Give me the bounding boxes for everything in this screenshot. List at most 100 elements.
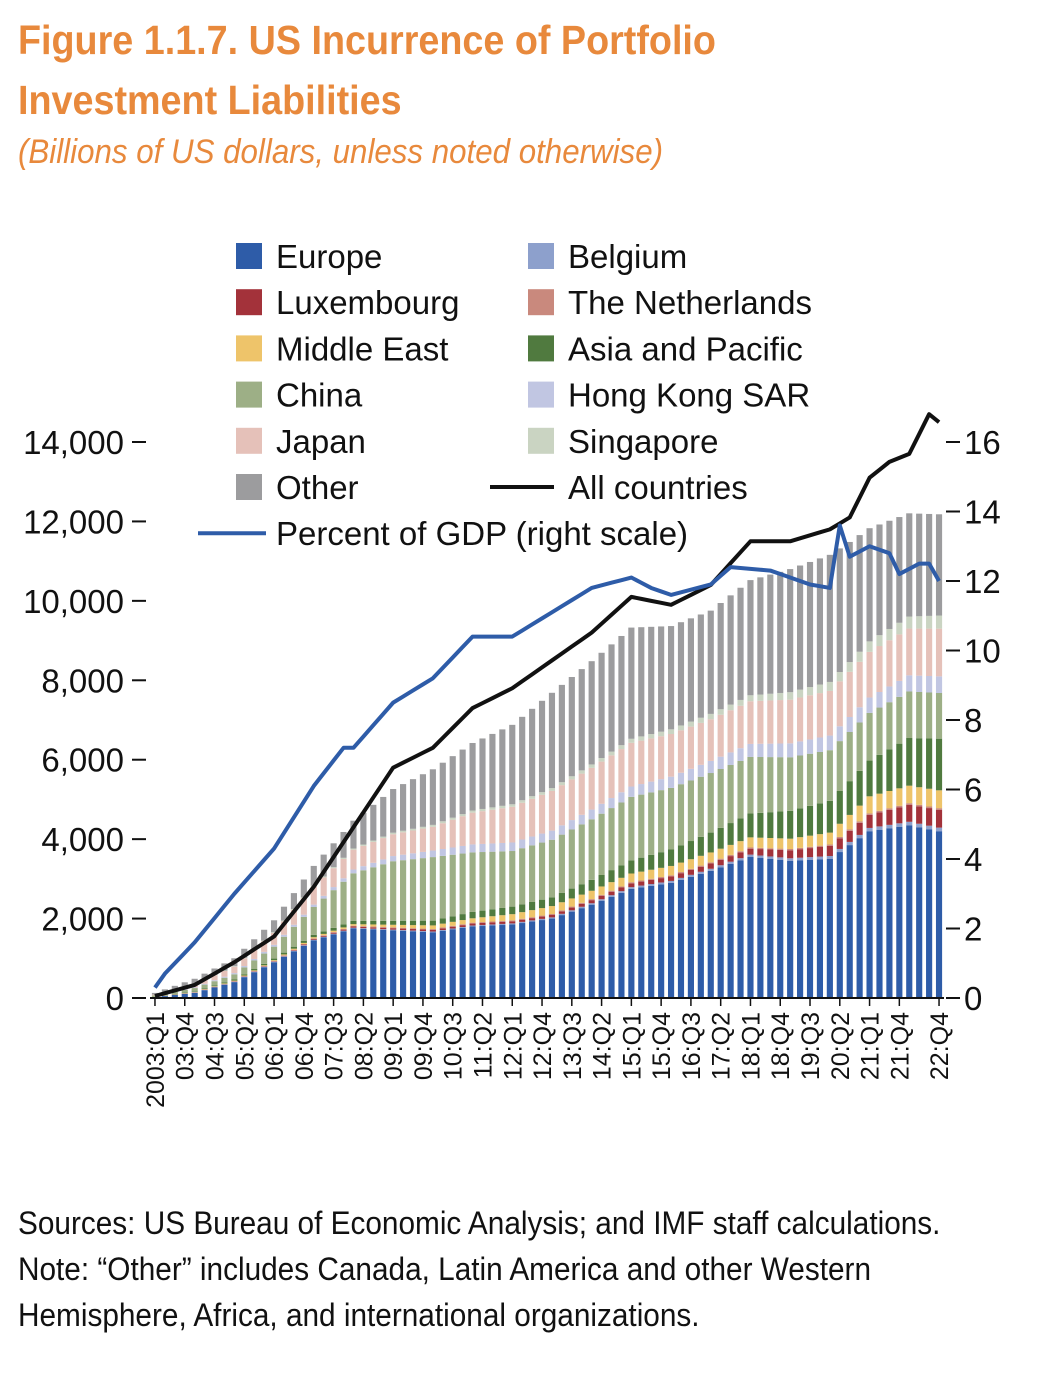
chart-title: Figure 1.1.7. US Incurrence of Portfolio…: [18, 10, 938, 130]
bar-segment-other: [588, 661, 595, 765]
legend-swatch: [236, 427, 262, 454]
bar-segment-other: [826, 554, 833, 682]
bar-segment-other: [757, 577, 764, 695]
bar-segment-europe: [876, 829, 883, 998]
bar-segment-belgium: [300, 945, 307, 946]
bar-segment-asia-and-pacific: [687, 841, 694, 860]
bar-segment-europe: [658, 884, 665, 998]
bar-segment-singapore: [578, 770, 585, 774]
x-axis-label: 05:Q2: [231, 1012, 259, 1080]
bar-segment-china: [747, 756, 754, 814]
bar-segment-middle-east: [737, 841, 744, 852]
bar-segment-hong-kong-sar: [350, 869, 357, 874]
bar-segment-asia-and-pacific: [300, 940, 307, 943]
bar-segment-belgium: [449, 928, 456, 930]
bar-segment-europe: [489, 925, 496, 998]
bar-segment-luxembourg: [290, 950, 297, 951]
bar-segment-other: [161, 989, 168, 992]
bar-segment-hong-kong-sar: [211, 980, 218, 982]
bar-segment-hong-kong-sar: [360, 866, 367, 871]
bar-segment-europe: [935, 831, 943, 998]
bar-segment-china: [519, 848, 526, 905]
bar-segment-asia-and-pacific: [707, 832, 714, 853]
bar-segment-asia-and-pacific: [787, 810, 794, 839]
bar-segment-singapore: [519, 800, 526, 803]
bar-segment-europe: [261, 967, 268, 998]
bar-segment-china: [935, 692, 943, 739]
bar-segment-the-netherlands: [310, 938, 317, 939]
bar-segment-the-netherlands: [360, 926, 367, 927]
bar-stack: [578, 669, 585, 998]
bar-segment-asia-and-pacific: [449, 916, 456, 922]
bar-segment-singapore: [677, 725, 685, 731]
bar-stack: [896, 517, 903, 998]
bar-segment-other: [797, 565, 804, 690]
bar-segment-asia-and-pacific: [241, 974, 248, 976]
bar-segment-luxembourg: [509, 921, 516, 924]
bar-segment-middle-east: [449, 921, 456, 926]
legend-label: All countries: [568, 469, 748, 506]
bar-segment-middle-east: [330, 930, 337, 933]
bar-segment-japan: [677, 730, 685, 773]
bar-segment-hong-kong-sar: [658, 779, 665, 791]
bar-segment-other: [191, 978, 198, 984]
bar-stack: [836, 548, 843, 998]
bar-segment-europe: [757, 858, 764, 998]
legend-label: Middle East: [276, 330, 448, 367]
bar-segment-japan: [687, 726, 694, 769]
bar-segment-hong-kong-sar: [479, 843, 486, 853]
bar-segment-asia-and-pacific: [201, 988, 208, 990]
bar-segment-luxembourg: [310, 938, 317, 940]
bar-segment-other: [658, 626, 665, 732]
bar-segment-china: [737, 760, 744, 819]
bar-segment-china: [151, 995, 159, 997]
bar-segment-europe: [697, 873, 704, 998]
bar-segment-asia-and-pacific: [191, 991, 198, 992]
bar-segment-singapore: [826, 681, 833, 691]
bar-segment-other: [310, 865, 317, 886]
bar-segment-asia-and-pacific: [916, 738, 923, 788]
bar-segment-japan: [429, 826, 436, 851]
bar-segment-china: [290, 926, 297, 947]
bar-segment-japan: [658, 736, 665, 780]
bar-segment-belgium: [499, 923, 506, 926]
bar-segment-europe: [280, 956, 288, 998]
bar-segment-hong-kong-sar: [886, 686, 893, 703]
bar-segment-other: [181, 982, 188, 987]
bar-segment-luxembourg: [370, 927, 377, 929]
bar-segment-middle-east: [687, 859, 694, 869]
bar-segment-luxembourg: [588, 900, 595, 904]
bar-segment-luxembourg: [935, 809, 943, 828]
bar-segment-belgium: [707, 868, 714, 871]
bar-stack: [588, 661, 595, 998]
bar-segment-europe: [340, 931, 347, 998]
bar-segment-china: [261, 953, 268, 964]
bar-segment-middle-east: [469, 918, 476, 923]
bar-segment-middle-east: [598, 886, 605, 895]
x-axis-label: 07:Q3: [321, 1012, 349, 1080]
bar-segment-japan: [717, 714, 724, 757]
bar-segment-middle-east: [826, 832, 833, 845]
bar-segment-the-netherlands: [697, 865, 704, 867]
bar-segment-the-netherlands: [787, 848, 794, 851]
bar-segment-europe: [191, 992, 198, 998]
bar-segment-asia-and-pacific: [757, 812, 764, 838]
bar-segment-asia-and-pacific: [519, 904, 526, 913]
bar-segment-asia-and-pacific: [439, 918, 446, 924]
x-axis-label: 06:Q4: [291, 1012, 319, 1080]
legend-item: Japan: [236, 423, 366, 460]
bar-segment-other: [300, 879, 307, 898]
bar-stack: [667, 626, 675, 998]
bar-segment-luxembourg: [519, 919, 526, 922]
bar-segment-europe: [856, 838, 863, 998]
bar-segment-asia-and-pacific: [340, 924, 347, 928]
bar-segment-other: [648, 626, 655, 735]
bar-segment-the-netherlands: [469, 922, 476, 924]
legend: Europe Belgium Luxembourg The Netherlands Mi…: [198, 238, 812, 552]
bar-stack: [787, 569, 794, 998]
bar-segment-hong-kong-sar: [578, 814, 585, 825]
bar-segment-china: [310, 907, 317, 935]
bar-segment-luxembourg: [906, 804, 913, 822]
bar-segment-singapore: [489, 807, 496, 810]
bar-segment-japan: [935, 628, 943, 677]
